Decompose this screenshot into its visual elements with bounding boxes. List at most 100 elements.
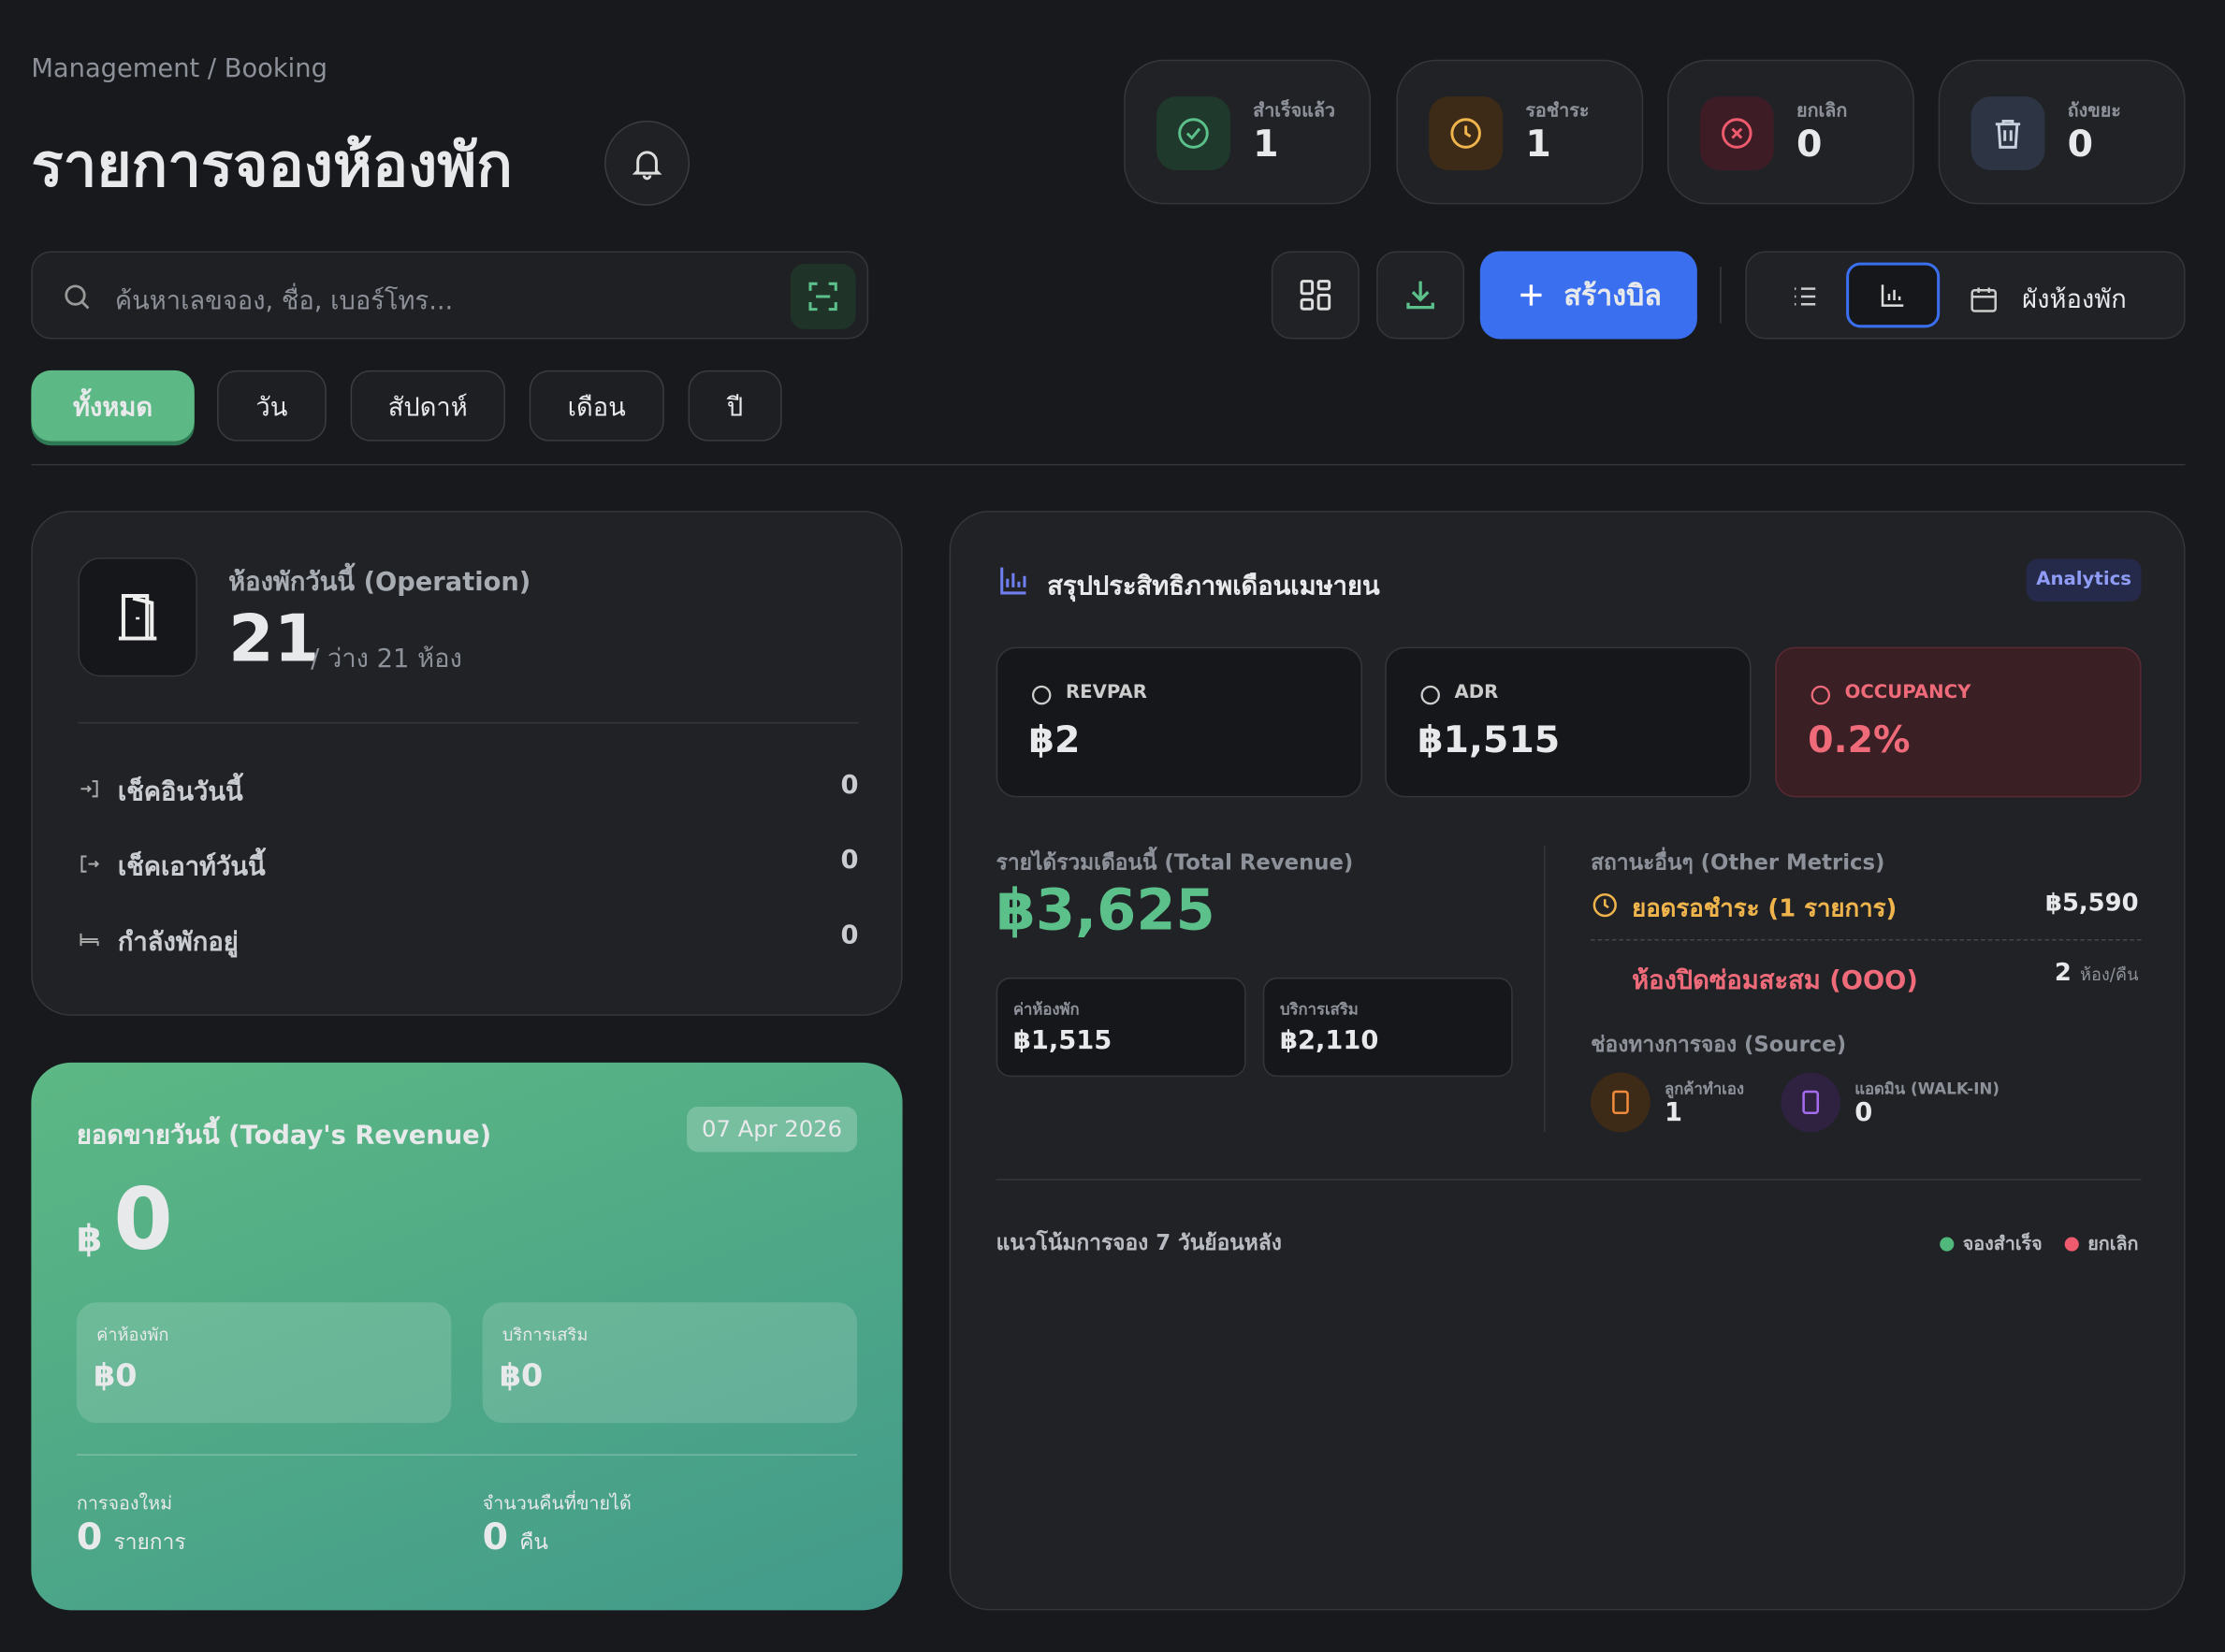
status-icon bbox=[1971, 96, 2045, 170]
create-bill-button[interactable]: สร้างบิล bbox=[1479, 251, 1697, 340]
nights-sold: 0 คืน bbox=[483, 1516, 548, 1558]
analytics-badge: Analytics bbox=[2026, 558, 2142, 602]
new-bookings-unit: รายการ bbox=[113, 1529, 186, 1556]
filter-tab[interactable]: ทั้งหมด bbox=[31, 370, 195, 442]
other-metrics-title: สถานะอื่นๆ (Other Metrics) bbox=[1591, 849, 1885, 876]
nights-sold-unit: คืน bbox=[519, 1529, 548, 1556]
notification-button[interactable] bbox=[604, 120, 691, 206]
separator bbox=[1720, 267, 1722, 324]
room-map-button[interactable]: ผังห้องพัก bbox=[1969, 278, 2127, 319]
divider bbox=[78, 721, 859, 724]
divider bbox=[31, 463, 2186, 466]
status-icon bbox=[1699, 96, 1774, 170]
source-item: แอดมิน (WALK-IN) 0 bbox=[1781, 1072, 2000, 1133]
service-revenue-label: บริการเสริม bbox=[502, 1325, 589, 1345]
room-revenue-value: ฿0 bbox=[94, 1358, 138, 1395]
status-label: ถังขยะ bbox=[2067, 100, 2121, 123]
create-bill-label: สร้างบิล bbox=[1563, 278, 1662, 312]
new-bookings-label: การจองใหม่ bbox=[76, 1493, 173, 1515]
legend-swatch bbox=[2064, 1236, 2080, 1251]
maintenance-unit: ห้อง/คืน bbox=[2079, 964, 2139, 985]
divider bbox=[996, 1179, 2142, 1181]
maintenance-value: 2 bbox=[2054, 959, 2072, 988]
search-box[interactable]: ค้นหาเลขจอง, ชื่อ, เบอร์โทร... bbox=[31, 251, 869, 340]
trend-legend: จองสำเร็จ ยกเลิก bbox=[1940, 1228, 2139, 1258]
service-revenue-value: ฿0 bbox=[499, 1358, 544, 1395]
divider bbox=[1591, 938, 2142, 941]
source-value: 1 bbox=[1664, 1097, 1682, 1128]
door-icon bbox=[78, 558, 197, 677]
status-card[interactable]: ยกเลิก 0 bbox=[1667, 59, 1914, 205]
status-card[interactable]: รอชำระ 1 bbox=[1396, 59, 1644, 205]
operation-title: ห้องพักวันนี้ (Operation) bbox=[228, 567, 531, 598]
kpi-label: REVPAR bbox=[1065, 682, 1147, 704]
trend-title: แนวโน้มการจอง 7 วันย้อนหลัง bbox=[996, 1229, 1282, 1256]
maintenance: 2 ห้อง/คืน bbox=[2055, 959, 2139, 989]
filter-tab[interactable]: เดือน bbox=[529, 370, 664, 442]
filter-tab[interactable]: สัปดาห์ bbox=[350, 370, 505, 442]
source-icon bbox=[1591, 1072, 1651, 1133]
download-button[interactable] bbox=[1376, 251, 1465, 340]
legend-label: จองสำเร็จ bbox=[1962, 1234, 2043, 1256]
legend-swatch bbox=[1940, 1236, 1955, 1251]
kpi-label: ADR bbox=[1454, 682, 1499, 704]
nights-sold-value: 0 bbox=[482, 1516, 509, 1559]
room-revenue-label: ค่าห้องพัก bbox=[96, 1325, 169, 1345]
divider bbox=[76, 1454, 858, 1456]
total-revenue-value: ฿3,625 bbox=[996, 877, 1215, 944]
kpi-value: ฿2 bbox=[1028, 718, 1081, 762]
service-revenue-box: บริการเสริม ฿0 bbox=[482, 1302, 858, 1424]
status-count: 1 bbox=[1253, 123, 1279, 167]
today-revenue-date: 07 Apr 2026 bbox=[687, 1106, 858, 1152]
status-card[interactable]: สำเร็จแล้ว 1 bbox=[1124, 59, 1372, 205]
scan-button[interactable] bbox=[790, 264, 856, 329]
operation-row-value: 0 bbox=[840, 770, 859, 801]
filter-tab[interactable]: ปี bbox=[688, 370, 782, 442]
nights-sold-label: จำนวนคืนที่ขายได้ bbox=[482, 1493, 632, 1515]
operation-total: 21 bbox=[228, 600, 320, 677]
breakdown-label: ค่าห้องพัก bbox=[1012, 1000, 1080, 1019]
status-count: 0 bbox=[1796, 123, 1823, 167]
status-count: 1 bbox=[1525, 123, 1551, 167]
breadcrumb[interactable]: Management / Booking bbox=[31, 53, 327, 84]
operation-row: เช็คอินวันนี้ 0 bbox=[78, 767, 859, 809]
search-placeholder: ค้นหาเลขจอง, ชื่อ, เบอร์โทร... bbox=[114, 286, 454, 317]
source-icon bbox=[1781, 1072, 1841, 1133]
kpi-value: ฿1,515 bbox=[1418, 718, 1561, 762]
list-view-button[interactable] bbox=[1775, 272, 1835, 321]
divider bbox=[1544, 845, 1546, 1133]
breakdown-value: ฿2,110 bbox=[1279, 1025, 1379, 1056]
status-card[interactable]: ถังขยะ 0 bbox=[1938, 59, 2186, 205]
pending-label: ยอดรอชำระ (1 รายการ) bbox=[1632, 894, 1898, 924]
status-icon bbox=[1156, 96, 1230, 170]
view-switcher: ผังห้องพัก bbox=[1745, 251, 2186, 340]
breakdown-value: ฿1,515 bbox=[1012, 1025, 1112, 1056]
breakdown-label: บริการเสริม bbox=[1279, 1000, 1359, 1019]
today-revenue-amount: 0 bbox=[113, 1170, 173, 1270]
filter-tab[interactable]: วัน bbox=[217, 370, 327, 442]
source-label: ลูกค้าทำเอง bbox=[1664, 1080, 1745, 1098]
legend-label: ยกเลิก bbox=[2087, 1234, 2139, 1256]
status-label: สำเร็จแล้ว bbox=[1253, 100, 1336, 123]
operation-row-value: 0 bbox=[840, 845, 859, 876]
source-value: 0 bbox=[1854, 1097, 1873, 1128]
source-title: ช่องทางการจอง (Source) bbox=[1591, 1031, 1847, 1057]
kpi-card: ADR ฿1,515 bbox=[1385, 646, 1752, 798]
revenue-breakdown: บริการเสริม ฿2,110 bbox=[1262, 977, 1513, 1078]
kpi-value: 0.2% bbox=[1808, 718, 1911, 762]
new-bookings: 0 รายการ bbox=[77, 1516, 186, 1558]
kpi-card: REVPAR ฿2 bbox=[996, 646, 1362, 798]
kpi-card: OCCUPANCY 0.2% bbox=[1775, 646, 2142, 798]
maintenance-label: ห้องปิดซ่อมสะสม (OOO) bbox=[1632, 965, 1918, 996]
operation-row-value: 0 bbox=[840, 920, 859, 951]
operation-row: กำลังพักอยู่ 0 bbox=[78, 918, 859, 960]
room-revenue-box: ค่าห้องพัก ฿0 bbox=[76, 1302, 452, 1424]
revenue-breakdown: ค่าห้องพัก ฿1,515 bbox=[996, 977, 1246, 1078]
chart-view-button[interactable] bbox=[1846, 262, 1941, 328]
operation-row: เช็คเอาท์วันนี้ 0 bbox=[78, 843, 859, 885]
kpi-label: OCCUPANCY bbox=[1844, 682, 1971, 704]
grid-view-button[interactable] bbox=[1271, 251, 1360, 340]
